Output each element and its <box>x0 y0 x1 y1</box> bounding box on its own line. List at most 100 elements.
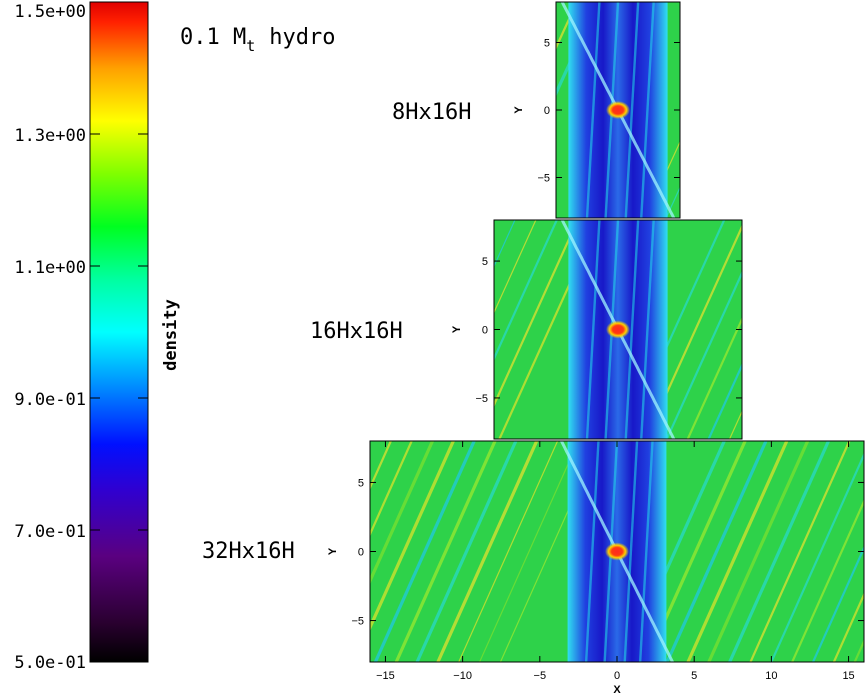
density-streak <box>686 441 789 662</box>
band-filament <box>640 220 655 439</box>
colorbar-tick-label: 9.0e-01 <box>14 390 86 410</box>
density-streak <box>770 452 864 662</box>
colorbar-tick-label: 1.5e+00 <box>14 2 86 22</box>
panel-field <box>494 220 867 439</box>
density-streak <box>728 441 830 662</box>
y-tick-label: 5 <box>482 256 488 268</box>
density-streak <box>707 362 742 439</box>
x-axis-label: X <box>613 684 621 696</box>
density-streak <box>479 441 579 662</box>
panel-field <box>556 2 867 218</box>
planet-core <box>606 101 630 119</box>
planet-core <box>605 542 629 561</box>
density-streak <box>792 220 867 439</box>
chart-title: 0.1 Mt hydro <box>180 25 336 55</box>
density-streak <box>750 2 849 218</box>
density-streak <box>370 441 413 537</box>
band-filament <box>585 220 601 439</box>
colorbar-tick-label: 5.0e-01 <box>14 653 86 673</box>
density-streak <box>665 441 768 662</box>
x-tick-label: −10 <box>453 670 472 682</box>
band-filament <box>624 220 640 439</box>
density-streak <box>833 2 867 218</box>
density-streak <box>687 2 786 218</box>
colorbar-tick-label: 7.0e-01 <box>14 522 86 542</box>
density-streak <box>370 441 455 632</box>
x-tick-label: −5 <box>534 670 547 682</box>
chart-title-main: 0.1 M <box>180 25 246 50</box>
density-streak <box>458 441 559 662</box>
density-streak <box>436 441 539 662</box>
density-streak <box>494 220 558 362</box>
density-streak <box>708 2 807 218</box>
density-streak <box>494 220 495 222</box>
colorbar-tick-label: 1.1e+00 <box>14 258 86 278</box>
band-filament <box>638 441 654 662</box>
density-streak <box>494 220 579 408</box>
density-streak <box>751 220 850 439</box>
y-axis-label: Y <box>327 547 339 555</box>
band-filament <box>624 2 640 218</box>
density-streak <box>370 441 434 585</box>
panel-32Hx16H: 5 0 −5 Y −15 −10 −5 0 5 10 15 X 32Hx16H <box>202 440 865 696</box>
colorbar-label: density <box>161 299 181 371</box>
panel-label: 32Hx16H <box>202 539 295 564</box>
y-tick-label: 0 <box>482 325 488 337</box>
planet-core <box>606 320 630 339</box>
density-streak <box>494 220 516 268</box>
density-streak <box>791 498 864 662</box>
colorbar-tick-label: 1.3e+00 <box>14 126 86 146</box>
chart-title-subscript: t <box>246 37 255 55</box>
density-streak <box>771 2 867 218</box>
density-streak <box>832 591 864 662</box>
y-tick-label: −5 <box>537 173 550 185</box>
density-streak <box>373 441 476 662</box>
band-filament <box>584 441 600 662</box>
density-streak <box>415 441 518 662</box>
density-streak <box>813 2 867 218</box>
band-filament <box>585 2 601 218</box>
y-tick-label: −5 <box>475 393 488 405</box>
band-filament <box>640 2 655 218</box>
density-streak <box>834 220 867 439</box>
x-tick-label: 10 <box>765 670 777 682</box>
chart-title-suffix: hydro <box>269 25 335 50</box>
density-streak <box>556 2 578 51</box>
colorbar-ticks: 1.5e+00 1.3e+00 1.1e+00 9.0e-01 7.0e-01 5.0e-… <box>14 1 148 673</box>
density-streak <box>494 220 537 314</box>
x-tick-label: 15 <box>842 670 854 682</box>
density-streak <box>707 441 810 662</box>
density-streak <box>729 410 742 439</box>
x-tick-label: 0 <box>614 670 620 682</box>
colorbar: 1.5e+00 1.3e+00 1.1e+00 9.0e-01 7.0e-01 5.0e-… <box>14 1 181 673</box>
density-streak <box>729 2 828 218</box>
band-filament <box>623 441 639 662</box>
y-tick-label: 5 <box>358 477 364 489</box>
panel-16Hx16H: 5 0 −5 Y 16Hx16H <box>310 219 867 440</box>
panel-field <box>370 441 864 662</box>
density-streak <box>665 186 680 218</box>
density-streak <box>370 441 392 491</box>
y-axis-label: Y <box>451 325 463 333</box>
y-tick-label: 5 <box>544 38 550 50</box>
density-streak <box>394 441 497 662</box>
panel-8Hx16H: 5 0 −5 Y 8Hx16H <box>392 1 867 219</box>
y-tick-label: −5 <box>351 616 364 628</box>
colorbar-gradient <box>89 1 149 663</box>
density-streak <box>665 270 742 439</box>
density-streak <box>792 2 867 218</box>
x-tick-label: −15 <box>376 670 395 682</box>
density-streak <box>855 220 867 439</box>
y-tick-label: 0 <box>358 547 364 559</box>
panel-label: 8Hx16H <box>392 100 471 125</box>
density-streak <box>749 441 851 662</box>
y-axis-label: Y <box>513 106 525 114</box>
y-tick-label: 0 <box>544 105 550 117</box>
panels: 5 0 −5 Y 8Hx16H 5 0 −5 Y 16Hx16H 5 0 −5 Y −15 −10 −5 0 5 10… <box>202 1 867 696</box>
x-tick-label: 5 <box>691 670 697 682</box>
density-streak <box>771 220 867 439</box>
density-streak <box>813 220 867 439</box>
density-streak <box>556 2 557 5</box>
